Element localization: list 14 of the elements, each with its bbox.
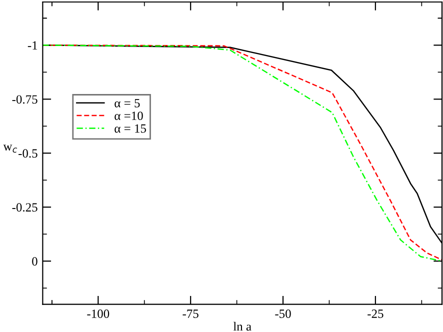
y-axis-title: w$_{c}$	[3, 144, 18, 153]
x-tick-label: -25	[368, 310, 384, 318]
y-tick-label: -0.75	[12, 95, 38, 104]
legend-label: α =10	[114, 112, 143, 120]
x-tick-label: -100	[87, 310, 110, 318]
legend-label: α = 15	[114, 124, 146, 133]
y-tick-label: -1	[28, 41, 38, 50]
y-tick-label: -0.5	[18, 149, 38, 158]
x-axis-title: ln a	[233, 322, 252, 331]
y-tick-label: 0	[32, 257, 38, 266]
legend-label: α = 5	[114, 99, 140, 108]
x-tick-label: -75	[182, 310, 198, 318]
x-tick-label: -50	[275, 310, 291, 318]
y-tick-label: -0.25	[12, 203, 38, 212]
